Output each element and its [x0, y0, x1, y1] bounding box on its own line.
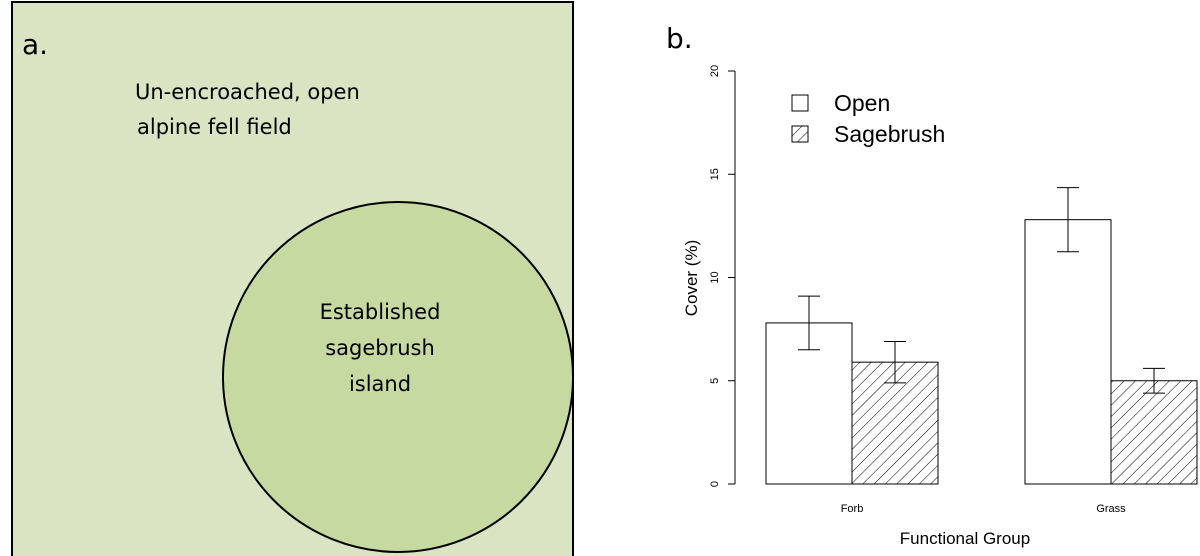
legend-label: Sagebrush: [834, 121, 945, 147]
panel-label: b.: [666, 22, 693, 55]
x-tick-label: Forb: [841, 503, 864, 515]
bar: [1024, 219, 1112, 485]
x-axis-label: Functional Group: [900, 529, 1030, 548]
panel-a: a. Un-encroached, open alpine fell field…: [11, 1, 574, 556]
legend-swatch: [791, 94, 809, 112]
y-tick-label: 0: [709, 481, 721, 487]
y-tick-label: 20: [709, 65, 721, 77]
legend-swatch: [791, 125, 809, 143]
sagebrush-island: [222, 201, 574, 553]
panel-b: b. Functional Group Cover (%) 0 5 10 15 20 Fo…: [666, 22, 1198, 548]
inner-label: sagebrush: [325, 336, 435, 360]
outer-label: alpine fell field: [137, 115, 292, 139]
bar: [1110, 380, 1198, 485]
legend-label: Open: [834, 90, 890, 116]
y-tick-label: 5: [709, 378, 721, 384]
panel-label: a.: [22, 28, 48, 61]
inner-label: island: [349, 372, 411, 396]
y-axis-label: Cover (%): [682, 240, 701, 317]
inner-label: Established: [320, 300, 441, 324]
y-tick-label: 10: [709, 271, 721, 283]
x-tick-label: Grass: [1096, 503, 1126, 515]
y-tick-label: 15: [709, 168, 721, 180]
outer-label: Un-encroached, open: [135, 80, 360, 104]
